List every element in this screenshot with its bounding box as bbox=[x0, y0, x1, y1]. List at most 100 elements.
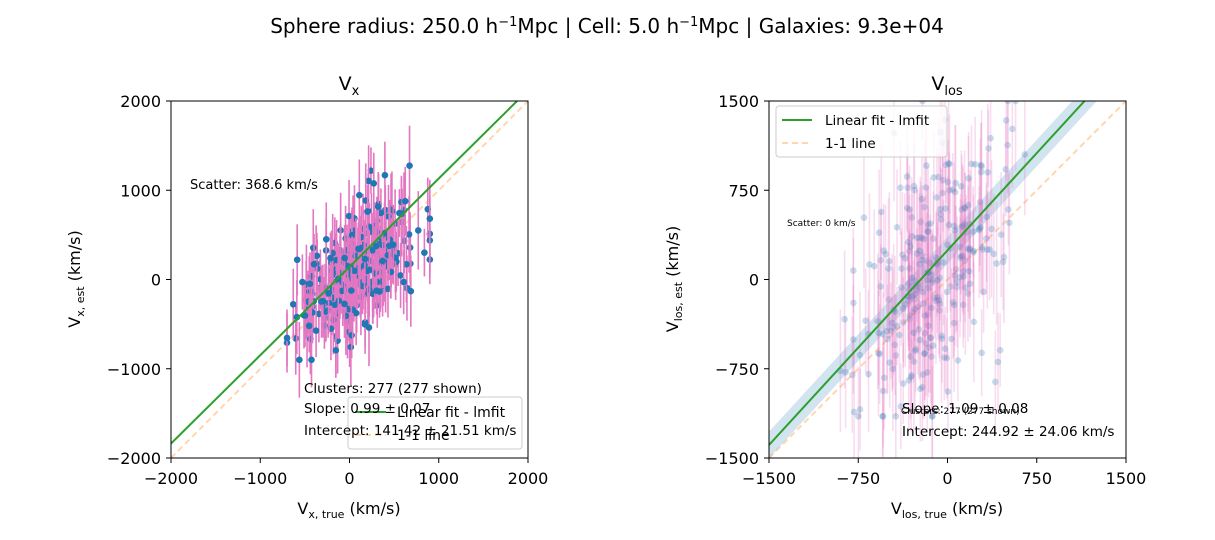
panel-vlos-scatter-text: Scatter: 0 km/s bbox=[787, 219, 856, 229]
data-point bbox=[918, 234, 926, 242]
data-point bbox=[916, 336, 924, 344]
data-point bbox=[917, 234, 924, 241]
data-point bbox=[953, 283, 961, 291]
data-point bbox=[875, 329, 883, 337]
data-point bbox=[899, 251, 906, 259]
data-point bbox=[921, 349, 928, 357]
data-point bbox=[910, 182, 918, 190]
data-point bbox=[950, 319, 958, 327]
data-point bbox=[957, 243, 964, 251]
data-point bbox=[856, 406, 864, 413]
data-point bbox=[1005, 206, 1012, 213]
data-point bbox=[957, 252, 965, 260]
data-point bbox=[884, 335, 891, 343]
data-point bbox=[906, 312, 914, 320]
data-point bbox=[899, 305, 907, 312]
data-point bbox=[948, 335, 955, 343]
y-tick-label: −1000 bbox=[107, 360, 161, 379]
data-point bbox=[849, 267, 857, 274]
data-point bbox=[927, 334, 935, 342]
data-point bbox=[900, 319, 907, 326]
data-point bbox=[926, 259, 934, 267]
data-point bbox=[936, 205, 944, 213]
data-point bbox=[426, 215, 434, 222]
data-point bbox=[385, 242, 393, 250]
data-point bbox=[934, 293, 941, 301]
data-point bbox=[312, 327, 320, 335]
data-point bbox=[908, 232, 916, 240]
data-point bbox=[917, 218, 924, 226]
data-point bbox=[922, 257, 930, 264]
y-tick-label: 2000 bbox=[120, 92, 161, 111]
data-point bbox=[911, 347, 919, 355]
data-point bbox=[355, 245, 362, 253]
data-point bbox=[954, 357, 962, 364]
data-point bbox=[899, 380, 907, 387]
data-point bbox=[940, 354, 948, 361]
data-point bbox=[983, 213, 991, 221]
y-tick-label: 0 bbox=[749, 271, 759, 290]
data-point bbox=[911, 295, 918, 303]
panel-vx-ylabel: Vx, est (km/s) bbox=[65, 230, 87, 327]
data-point bbox=[893, 223, 901, 231]
x-tick-label: −1000 bbox=[233, 469, 287, 488]
data-point bbox=[947, 283, 954, 290]
data-point bbox=[994, 358, 1002, 366]
data-point bbox=[919, 383, 926, 391]
data-point bbox=[916, 247, 923, 254]
data-point bbox=[959, 301, 967, 309]
data-point bbox=[915, 326, 923, 333]
data-point bbox=[880, 374, 888, 382]
data-point bbox=[927, 220, 934, 227]
data-point bbox=[971, 161, 979, 168]
data-point bbox=[850, 299, 857, 307]
panel-vx-intercept-text: Intercept: 141.42 ± 21.51 km/s bbox=[304, 423, 516, 439]
data-point bbox=[944, 178, 952, 186]
data-point bbox=[910, 308, 917, 316]
data-point bbox=[848, 371, 856, 379]
y-tick-label: −2000 bbox=[107, 449, 161, 468]
data-point bbox=[296, 356, 303, 364]
data-point bbox=[956, 273, 964, 281]
suptitle-exp-1: −1 bbox=[498, 15, 517, 30]
panel-vlos-plot-area bbox=[769, 101, 1126, 458]
data-point bbox=[936, 307, 943, 314]
data-point bbox=[929, 342, 937, 349]
panel-vlos-intercept-text: Intercept: 244.92 ± 24.06 km/s bbox=[902, 424, 1114, 440]
data-point bbox=[932, 297, 940, 305]
y-tick-label: −1500 bbox=[705, 449, 759, 468]
data-point bbox=[929, 413, 936, 420]
data-point bbox=[937, 216, 945, 223]
data-point bbox=[877, 256, 885, 264]
data-point bbox=[403, 261, 410, 268]
data-point bbox=[944, 388, 952, 395]
data-point bbox=[327, 254, 334, 262]
data-point bbox=[1002, 166, 1010, 173]
data-point bbox=[966, 246, 974, 253]
panel-vlos-legend-box bbox=[775, 105, 948, 158]
x-tick-label: −1500 bbox=[742, 469, 796, 488]
data-point bbox=[914, 234, 921, 242]
data-point bbox=[879, 387, 887, 395]
data-point bbox=[968, 160, 975, 168]
data-point bbox=[961, 257, 969, 264]
data-point bbox=[940, 259, 947, 266]
data-point bbox=[921, 350, 928, 358]
data-point bbox=[886, 359, 894, 366]
data-point bbox=[924, 369, 931, 376]
panel-vlos-clusters-text: Clusters: 277 (277 shown) bbox=[901, 407, 1020, 417]
data-point bbox=[927, 271, 935, 278]
data-point bbox=[308, 356, 315, 364]
data-point bbox=[912, 345, 919, 353]
panel-vx-legend-11-label: 1-1 line bbox=[397, 428, 450, 444]
data-point bbox=[855, 413, 862, 420]
data-point bbox=[953, 278, 961, 286]
y-tick-label: 1000 bbox=[120, 181, 161, 200]
data-point bbox=[875, 229, 883, 237]
data-point bbox=[349, 306, 356, 313]
data-point bbox=[957, 183, 965, 190]
data-point bbox=[976, 225, 983, 233]
data-point bbox=[1012, 101, 1019, 105]
data-point bbox=[961, 205, 969, 212]
data-point bbox=[875, 350, 882, 357]
